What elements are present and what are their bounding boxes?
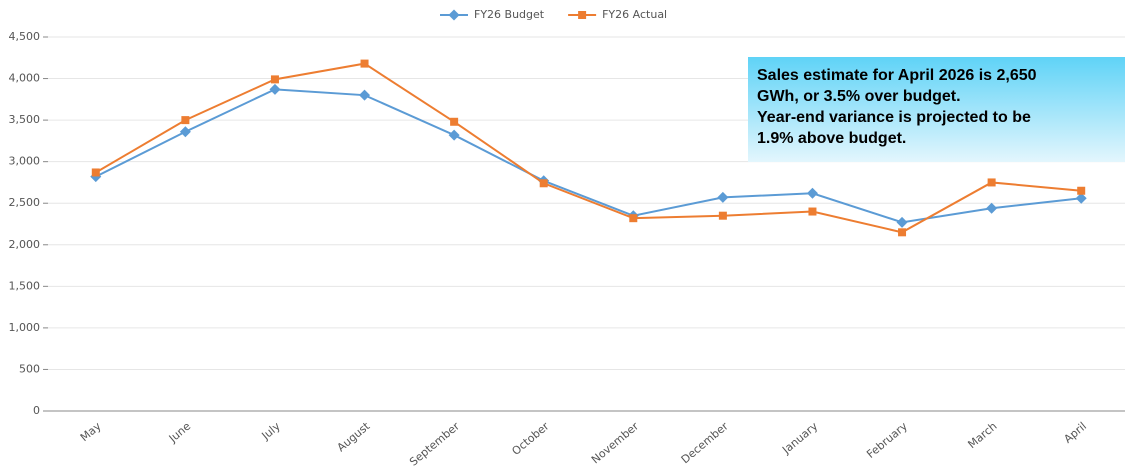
point (896, 216, 908, 228)
x-tick-label: May (78, 419, 104, 444)
y-tick-label: 2,500 (9, 196, 41, 209)
annotation-text: Year-end variance is projected to be (757, 109, 1031, 126)
y-tick-label: 4,500 (9, 30, 41, 43)
point (448, 9, 460, 21)
series-line (95, 88, 1082, 224)
x-tick-label: July (259, 419, 284, 443)
annotation-text: GWh, or 3.5% over budget. (757, 88, 961, 105)
point (91, 168, 100, 177)
annotation-text: 1.9% above budget. (757, 130, 906, 147)
y-tick-label: 500 (19, 362, 40, 375)
y-tick-label: 0 (33, 404, 40, 417)
annotation-text: Sales estimate for April 2026 is 2,650 (757, 67, 1037, 84)
point (181, 116, 190, 125)
point (717, 191, 729, 203)
x-tick-label: February (864, 419, 910, 461)
point (898, 228, 907, 237)
grid (48, 36, 1125, 412)
y-tick-label: 1,000 (9, 321, 41, 334)
x-tick-label: March (965, 420, 999, 452)
point (1077, 186, 1086, 195)
y-tick-label: 1,500 (9, 279, 41, 292)
point (1075, 192, 1087, 204)
y-tick-label: 3,000 (9, 155, 41, 168)
series-line (95, 62, 1082, 234)
annotation-box (748, 57, 1125, 162)
point (448, 129, 460, 141)
point (986, 202, 998, 214)
x-tick-label: October (509, 419, 551, 458)
point (808, 207, 817, 216)
point (360, 59, 369, 68)
legend-label: FY26 Actual (602, 8, 667, 21)
point (450, 117, 459, 126)
x-tick-label: November (589, 419, 642, 466)
point (629, 214, 638, 223)
point (578, 11, 587, 19)
point (179, 126, 191, 138)
x-tick-label: April (1061, 420, 1089, 446)
point (718, 211, 727, 220)
x-tick-label: December (679, 419, 731, 466)
x-tick-label: September (407, 419, 462, 468)
y-tick-label: 3,500 (9, 113, 41, 126)
point (270, 75, 279, 84)
point (269, 83, 281, 95)
point (987, 178, 996, 187)
y-tick-label: 4,000 (9, 72, 41, 85)
x-tick-label: August (335, 419, 373, 454)
point (806, 187, 818, 199)
point (359, 89, 371, 101)
y-tick-label: 2,000 (9, 238, 41, 251)
point (539, 179, 548, 188)
x-tick-label: June (166, 419, 194, 445)
x-tick-label: January (779, 419, 820, 457)
legend-label: FY26 Budget (474, 8, 545, 21)
